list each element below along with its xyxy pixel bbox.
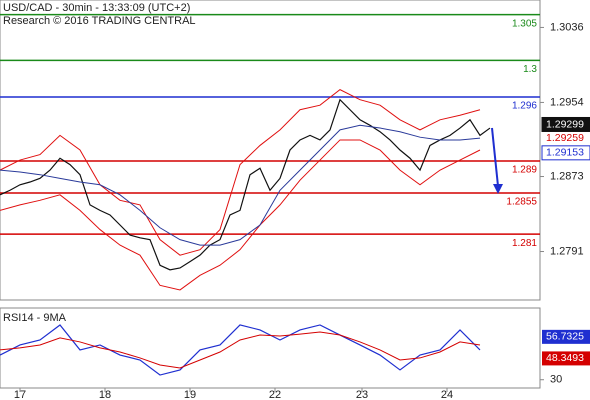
level-label: 1.281 <box>512 238 537 249</box>
forecast-arrow <box>491 127 499 187</box>
chart-title: USD/CAD - 30min - 13:33:09 (UTC+2) <box>3 2 190 14</box>
forecast-arrow-head <box>493 184 503 194</box>
rsi-marker-box <box>542 329 590 344</box>
level-label: 1.305 <box>512 18 537 29</box>
level-label: 1.3 <box>523 64 537 75</box>
y-tick-label: 1.3036 <box>550 21 584 33</box>
x-tick-label: 17 <box>14 389 26 400</box>
series-line <box>0 89 481 256</box>
x-tick-label: 23 <box>356 389 368 400</box>
chart-subtitle: Research © 2016 TRADING CENTRAL <box>3 15 196 27</box>
price-panel <box>0 0 541 301</box>
y-tick-label: 1.2954 <box>550 96 584 108</box>
rsi-marker-label: 56.7325 <box>546 331 584 343</box>
series-line <box>0 139 481 291</box>
price-marker-label: 1.29259 <box>546 132 584 144</box>
price-marker-box <box>541 116 590 132</box>
rsi-marker-label: 48.3493 <box>546 352 584 364</box>
series-line <box>0 124 481 246</box>
x-tick-label: 19 <box>184 389 196 400</box>
rsi-panel <box>0 307 541 389</box>
rsi-title: RSI14 - 9MA <box>3 312 67 324</box>
rsi-marker-box <box>542 351 590 366</box>
y-tick-label: 1.2791 <box>550 245 584 257</box>
level-label: 1.289 <box>512 165 537 176</box>
y-tick-label: 1.2873 <box>550 170 584 182</box>
level-label: 1.296 <box>512 101 537 112</box>
price-marker-box <box>541 145 590 161</box>
x-tick-label: 18 <box>99 389 111 400</box>
series-line <box>0 324 481 376</box>
level-label: 1.2855 <box>506 197 537 208</box>
series-line <box>0 98 491 271</box>
x-tick-label: 24 <box>441 389 453 400</box>
x-tick-label: 22 <box>269 389 281 400</box>
price-marker-label: 1.29153 <box>546 147 584 159</box>
series-line <box>0 331 481 369</box>
price-marker-label: 1.29299 <box>546 118 584 130</box>
rsi-tick-label: 30 <box>550 374 562 386</box>
